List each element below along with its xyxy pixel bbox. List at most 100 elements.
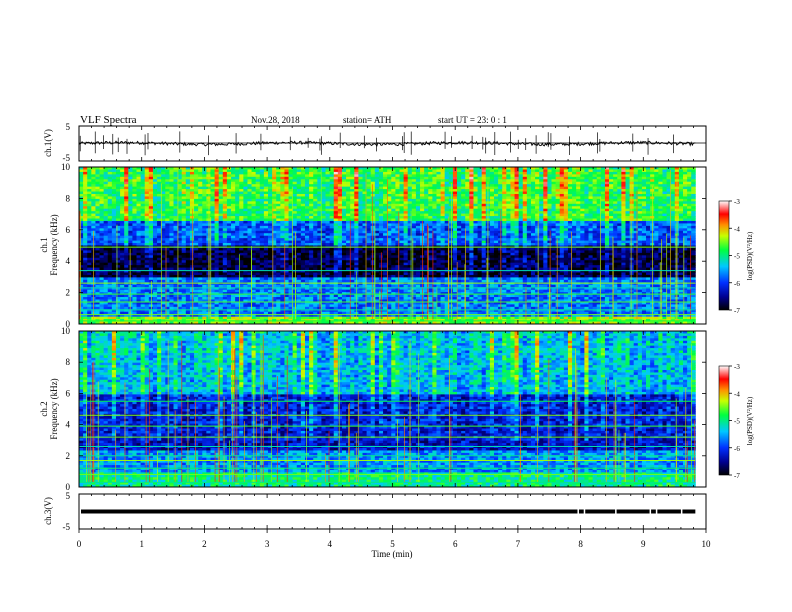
spectrogram-cell — [91, 220, 96, 224]
spectrogram-cell — [218, 171, 224, 175]
spectrogram-cell — [107, 257, 113, 261]
spectrogram-cell — [362, 260, 368, 264]
spectrogram-cell — [99, 184, 105, 188]
spectrogram-cell — [189, 250, 195, 254]
spectrogram-cell — [222, 174, 228, 178]
spectrogram-cell — [140, 272, 146, 276]
spectrogram-cell — [337, 301, 343, 305]
spectrogram-cell — [358, 223, 363, 227]
spectrogram-cell — [284, 279, 289, 283]
spectrogram-cell — [341, 287, 347, 291]
spectrogram-cell — [378, 198, 384, 202]
spectrogram-cell — [103, 169, 109, 173]
spectrogram-cell — [214, 243, 220, 246]
spectrogram-cell — [140, 189, 146, 192]
spectrogram-cell — [111, 243, 117, 246]
spectrogram-cell — [276, 314, 281, 318]
spectrogram-cell — [194, 186, 199, 190]
spectrogram-cell — [325, 179, 331, 183]
spectrogram-cell — [366, 243, 372, 246]
spectrogram-cell — [79, 191, 84, 195]
spectrogram-cell — [165, 265, 170, 268]
spectrogram-cell — [325, 277, 331, 281]
spectrogram-cell — [128, 171, 133, 175]
spectrogram-cell — [218, 211, 224, 215]
spectrogram-cell — [239, 238, 244, 241]
spectrogram-cell — [161, 267, 166, 271]
spectrogram-cell — [198, 262, 203, 266]
spectrogram-cell — [243, 289, 248, 293]
spectrogram-cell — [383, 220, 388, 224]
spectrogram-cell — [321, 250, 326, 254]
spectrogram-cell — [313, 299, 318, 303]
spectrogram-cell — [222, 171, 228, 175]
spectrogram-cell — [378, 196, 384, 200]
spectrogram-cell — [251, 171, 257, 175]
spectrogram-cell — [95, 282, 100, 286]
spectrogram-cell — [374, 184, 380, 188]
spectrogram-cell — [132, 179, 137, 183]
spectrogram-cell — [317, 211, 322, 215]
spectrogram-cell — [132, 220, 137, 224]
spectrogram-cell — [214, 235, 220, 239]
spectrogram-cell — [309, 189, 314, 192]
spectrogram-cell — [300, 240, 306, 244]
spectrogram-cell — [366, 181, 372, 185]
spectrogram-cell — [243, 216, 248, 219]
spectrogram-cell — [165, 306, 170, 310]
spectrogram-cell — [132, 193, 137, 197]
spectrogram-cell — [341, 206, 347, 210]
spectrogram-cell — [350, 284, 355, 288]
spectrogram-cell — [374, 174, 380, 178]
spectrogram-cell — [313, 218, 318, 222]
spectrogram-cell — [395, 176, 400, 180]
spectrogram-cell — [222, 265, 228, 268]
spectrogram-cell — [300, 218, 306, 222]
spectrogram-cell — [169, 189, 174, 192]
spectrogram-cell — [185, 321, 191, 324]
spectrogram-cell — [210, 255, 215, 259]
spectrogram-cell — [235, 255, 240, 259]
spectrogram-cell — [358, 216, 363, 219]
spectrogram-cell — [309, 211, 314, 215]
spectrogram-cell — [276, 260, 281, 264]
spectrogram-cell — [288, 265, 294, 268]
spectrogram-cell — [226, 304, 232, 308]
spectrogram-cell — [296, 206, 302, 210]
spectrogram-cell — [366, 272, 372, 276]
spectrogram-cell — [325, 189, 331, 192]
spectrogram-cell — [272, 277, 277, 281]
spectrogram-cell — [128, 321, 133, 324]
spectrogram-cell — [214, 179, 220, 183]
spectrogram-cell — [132, 314, 137, 318]
spectrogram-cell — [358, 316, 363, 320]
spectrogram-cell — [239, 265, 244, 268]
spectrogram-cell — [189, 289, 195, 293]
spectrogram-cell — [259, 211, 265, 215]
spectrogram-cell — [165, 247, 170, 251]
spectrogram-cell — [300, 208, 306, 212]
spectrogram-cell — [144, 238, 150, 241]
spectrogram-cell — [333, 235, 339, 239]
spectrogram-cell — [210, 287, 215, 291]
spectrogram-cell — [341, 252, 347, 256]
spectrogram-cell — [329, 186, 335, 190]
spectrogram-cell — [161, 250, 166, 254]
spectrogram-cell — [354, 243, 359, 246]
spectrogram-cell — [107, 196, 113, 200]
spectrogram-cell — [202, 220, 207, 224]
spectrogram-cell — [268, 238, 273, 241]
spectrogram-cell — [321, 174, 326, 178]
spectrogram-cell — [222, 260, 228, 264]
spectrogram-cell — [210, 171, 215, 175]
spectrogram-cell — [218, 238, 224, 241]
spectrogram-cell — [387, 211, 392, 215]
spectrogram-cell — [272, 262, 277, 266]
spectrogram-cell — [276, 247, 281, 251]
spectrogram-cell — [152, 243, 158, 246]
spectrogram-cell — [366, 220, 372, 224]
spectrogram-cell — [185, 301, 191, 305]
spectrogram-cell — [214, 262, 220, 266]
spectrogram-cell — [120, 314, 125, 318]
